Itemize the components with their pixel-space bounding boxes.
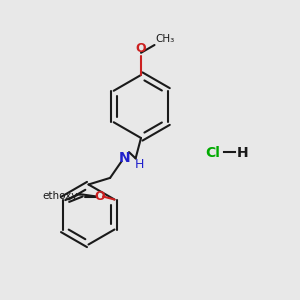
Text: O: O: [95, 190, 105, 203]
Text: H: H: [135, 158, 144, 172]
Text: O: O: [136, 43, 146, 56]
Text: CH₃: CH₃: [155, 34, 175, 44]
Text: ethoxy: ethoxy: [79, 194, 84, 196]
Text: N: N: [119, 151, 130, 164]
Text: Cl: Cl: [206, 146, 220, 160]
Text: H: H: [237, 146, 249, 160]
Text: ethoxy: ethoxy: [42, 191, 78, 201]
